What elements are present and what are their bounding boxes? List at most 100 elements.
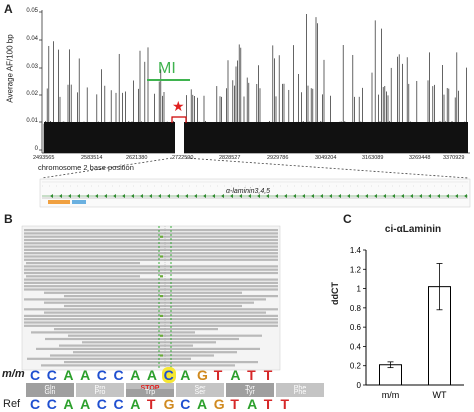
nucleotide-base: A: [130, 396, 141, 412]
nucleotide-base: G: [163, 396, 175, 412]
genome-browser-strip: [39, 178, 471, 208]
xtick-label: 2493565: [33, 155, 55, 161]
xtick-label: 2583514: [81, 155, 103, 161]
amino-acid-label: Ser: [176, 389, 224, 397]
amino-acid-label: Trp: [126, 389, 174, 397]
aligned-read: [24, 238, 278, 242]
aligned-read: [24, 242, 278, 245]
nucleotide-base: T: [263, 367, 273, 383]
y-tick-label: 0.6: [350, 323, 362, 332]
nucleotide-base: A: [197, 396, 208, 412]
aligned-read: [24, 298, 266, 301]
aligned-read: [31, 331, 195, 334]
nucleotide-base: C: [113, 367, 124, 383]
aligned-read: [24, 258, 278, 261]
nucleotide-base: C: [96, 367, 107, 383]
ytick-label: 0.05: [26, 8, 38, 14]
aligned-read: [44, 301, 254, 304]
aligned-read: [24, 321, 278, 324]
xtick-label: 3049204: [315, 155, 337, 161]
aligned-read: [24, 308, 278, 311]
xtick-label: 2621380: [126, 155, 148, 161]
x-tick-label: WT: [433, 390, 447, 400]
nucleotide-base: G: [213, 396, 225, 412]
amino-acid-label: Tyr: [226, 389, 274, 397]
aligned-read: [24, 232, 278, 235]
zoom-line-right: [185, 157, 469, 179]
aligned-read: [24, 268, 278, 271]
aligned-read: [24, 245, 278, 248]
stop-codon-badge: STOP: [126, 383, 174, 394]
y-tick-label: 1.4: [350, 246, 362, 255]
nucleotide-base: A: [230, 367, 241, 383]
af-baseline-block: [44, 122, 468, 153]
amino-acid-label: Tyr: [226, 383, 274, 394]
panel-a-xlabel: chromosome 2 base position: [38, 163, 134, 172]
nucleotide-base: C: [96, 396, 107, 412]
aligned-read: [41, 364, 235, 367]
aligned-read: [24, 314, 278, 317]
mismatch-mark: [160, 275, 163, 278]
mm-row-label: m/m: [2, 368, 25, 380]
candidate-gap: [175, 120, 184, 154]
nucleotide-base: C: [180, 396, 191, 412]
panel-c-label: C: [343, 212, 352, 226]
aligned-read: [27, 357, 191, 360]
ytick-label: 0.01: [26, 118, 38, 124]
nucleotide-base: A: [130, 367, 141, 383]
nucleotide-base: A: [146, 367, 158, 383]
aligned-read: [64, 361, 258, 364]
y-tick-label: 0.2: [350, 362, 362, 371]
aligned-read: [64, 304, 242, 308]
annotation-block-blue: [72, 200, 86, 204]
nucleotide-base: A: [180, 367, 191, 383]
aligned-read: [44, 311, 266, 314]
nucleotide-base: T: [213, 367, 223, 383]
nucleotide-base: T: [230, 396, 239, 412]
aligned-read: [24, 281, 278, 284]
aligned-read: [24, 318, 278, 321]
ytick-label: 0: [34, 146, 38, 152]
nucleotide-base: T: [263, 396, 273, 412]
panel-a-xticks: 2493565 2583514 2621380 2722590 2828527 …: [0, 155, 474, 165]
nucleotide-base: C: [46, 396, 57, 412]
y-tick-label: 1.2: [350, 265, 362, 274]
nucleotide-base: A: [63, 367, 74, 383]
nucleotide-base: T: [146, 396, 156, 412]
aligned-read: [24, 229, 278, 232]
nucleotide-base: C: [46, 367, 57, 383]
nucleotide-base: C: [30, 396, 41, 412]
aligned-read: [44, 291, 242, 294]
nucleotide-base: T: [247, 367, 256, 383]
nucleotide-base: A: [80, 367, 91, 383]
aligned-read: [68, 334, 262, 337]
amino-acid-label: Gln: [26, 383, 74, 394]
star-icon: ★: [172, 98, 185, 114]
nucleotide-base: A: [247, 396, 258, 412]
ytick-label: 0.03: [26, 64, 38, 70]
nucleotide-base: C: [113, 396, 124, 412]
gene-model-track: [42, 194, 468, 198]
mismatch-mark: [160, 235, 163, 238]
nucleotide-base: A: [80, 396, 91, 412]
y-tick-label: 0: [357, 381, 362, 390]
aligned-read: [24, 324, 278, 327]
chart-title: ci-αLaminin: [384, 224, 442, 235]
ytick-label: 0.02: [26, 91, 38, 97]
mismatch-mark: [160, 334, 163, 337]
aligned-read: [24, 265, 278, 268]
xtick-label: 2929786: [267, 155, 289, 161]
amino-acid-label: Ser: [176, 383, 224, 394]
xtick-label: 3370929: [443, 155, 465, 161]
aligned-read: [24, 248, 278, 251]
nucleotide-base: G: [197, 367, 208, 383]
aligned-read: [24, 288, 278, 291]
aligned-read: [45, 337, 239, 341]
aligned-read: [64, 295, 278, 298]
panel-a-label: A: [4, 2, 13, 16]
xtick-label: 3269448: [409, 155, 431, 161]
xtick-label: 2722590: [172, 155, 194, 161]
nucleotide-base: C: [161, 367, 176, 383]
aligned-read: [26, 275, 140, 278]
